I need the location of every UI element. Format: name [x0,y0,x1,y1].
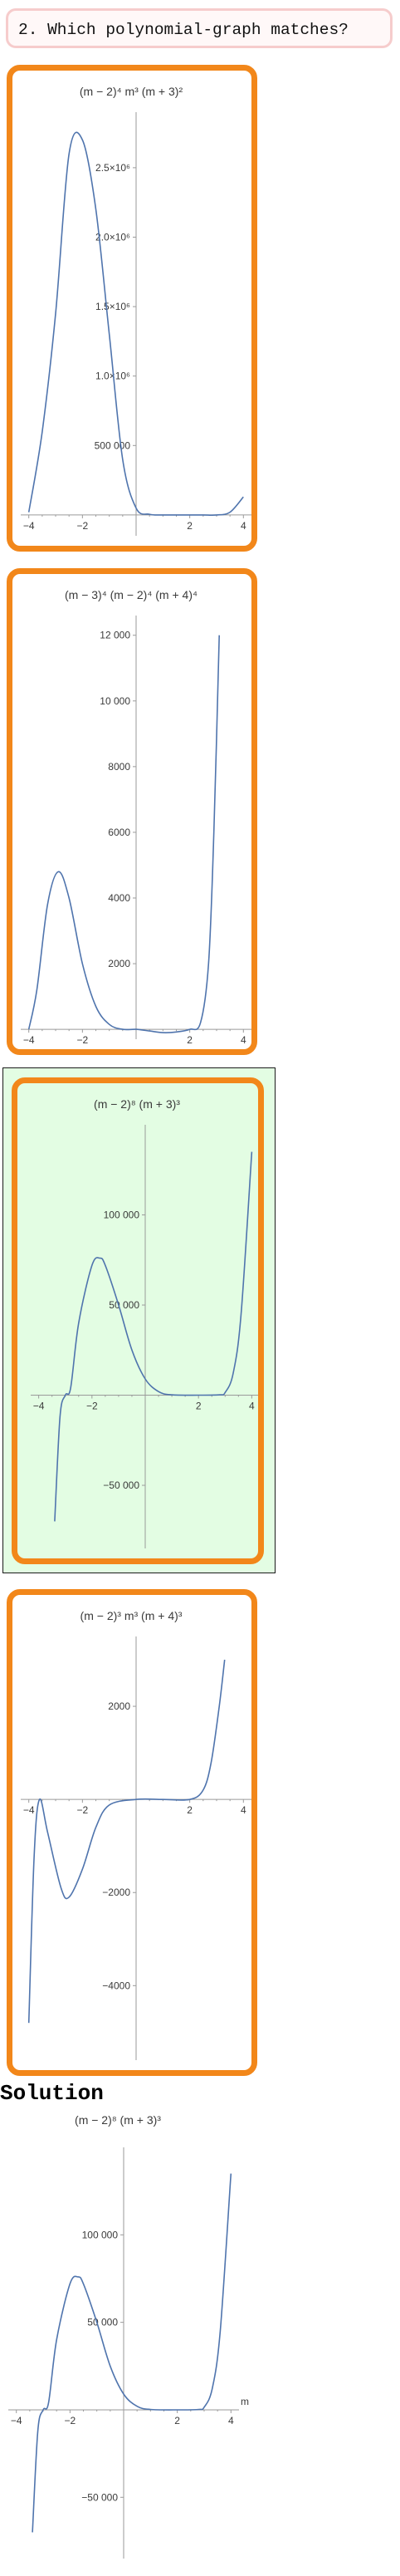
x-axis-label: m [261,1381,264,1393]
x-tick-label: −4 [11,2415,22,2426]
plot-option-3: (m − 2)⁸ (m + 3)³ −4 −2 2 4m −50 000 50 000 100… [31,1097,264,1548]
question-title-box: 2. Which polynomial-graph matches? [6,8,393,48]
y-tick-label: −50 000 [103,1479,139,1491]
y-tick-label: 4000 [108,892,130,904]
x-tick-label: 4 [249,1401,255,1412]
y-tick-label: 8000 [108,761,130,773]
curve-line [27,635,220,1033]
solution-heading: Solution [0,2081,104,2106]
plot-option-2: (m − 3)⁴ (m − 2)⁴ (m + 4)⁴ −4 −2 2 4m 2000 400… [21,588,257,1046]
solution-plot: (m − 2)⁸ (m + 3)³ −4 −2 2 4m −50 000 50 000 100… [8,2113,249,2559]
y-tick-label: 1.5×10⁶ [95,301,130,312]
y-tick-label: −2000 [102,1887,130,1898]
curve-line [54,1151,253,1522]
y-tick-label: −4000 [102,1980,130,1991]
y-tick-label: 10 000 [100,695,130,707]
x-axis-label: m [253,501,257,513]
x-tick-label: 4 [241,1804,246,1816]
curve-line [32,2173,232,2533]
x-tick-label: −2 [77,1804,89,1816]
answer-option-3[interactable]: (m − 2)⁸ (m + 3)³ −4 −2 2 4m −50 000 50 000 100… [12,1077,264,1564]
y-tick-label: 100 000 [82,2229,119,2240]
x-tick-label: −4 [23,1034,35,1046]
x-tick-label: 2 [196,1401,202,1412]
curve-line [27,1659,226,2024]
y-tick-label: 100 000 [104,1209,140,1221]
y-tick-label: −50 000 [81,2491,118,2503]
x-tick-label: 4 [228,2415,234,2426]
y-tick-label: 2000 [108,1700,130,1712]
x-tick-label: 2 [187,1034,193,1046]
chart-title: (m − 2)⁸ (m + 3)³ [75,2113,161,2127]
y-tick-label: 2000 [108,958,130,969]
y-tick-label: 2.5×10⁶ [95,162,130,174]
y-tick-label: 500 000 [95,439,131,451]
curve-line [27,131,244,516]
answer-option-1[interactable]: (m − 2)⁴ m³ (m + 3)² −4 −2 2 4 m 500 000 1.0×10… [7,65,257,552]
y-tick-label: 6000 [108,827,130,838]
x-tick-label: −2 [86,1401,98,1412]
y-tick-label: 2.0×10⁶ [95,231,130,243]
correct-answer-highlight [2,1067,276,1573]
x-tick-label: −2 [77,1034,89,1046]
chart-title: (m − 2)³ m³ (m + 4)³ [80,1609,183,1622]
x-axis-label: m [253,1785,257,1797]
x-axis-label: m [241,2396,249,2407]
x-axis-label: m [253,1015,257,1027]
x-tick-label: −4 [33,1401,45,1412]
x-tick-label: 2 [187,1804,193,1816]
x-tick-label: 2 [187,520,193,532]
chart-title: (m − 3)⁴ (m − 2)⁴ (m + 4)⁴ [65,588,198,601]
plot-option-4: (m − 2)³ m³ (m + 4)³ −4 −2 2 4m −4000 −2000 200… [21,1609,257,2060]
x-tick-label: −4 [23,520,35,532]
x-tick-label: 4 [241,520,246,532]
y-tick-label: 50 000 [109,1299,139,1311]
x-tick-label: −2 [77,520,89,532]
chart-title: (m − 2)⁸ (m + 3)³ [94,1097,180,1111]
x-tick-label: −4 [23,1804,35,1816]
y-tick-label: 50 000 [87,2317,118,2328]
answer-option-2[interactable]: (m − 3)⁴ (m − 2)⁴ (m + 4)⁴ −4 −2 2 4 m 2000 400… [7,568,257,1055]
question-title: 2. Which polynomial-graph matches? [18,21,349,39]
x-tick-label: −2 [65,2415,76,2426]
x-tick-label: 4 [241,1034,246,1046]
x-tick-label: 2 [174,2415,180,2426]
answer-option-4[interactable]: (m − 2)³ m³ (m + 4)³ −4 −2 2 4 m −4000 −2000 200… [7,1589,257,2076]
chart-title: (m − 2)⁴ m³ (m + 3)² [80,85,183,98]
y-tick-label: 12 000 [100,630,130,641]
